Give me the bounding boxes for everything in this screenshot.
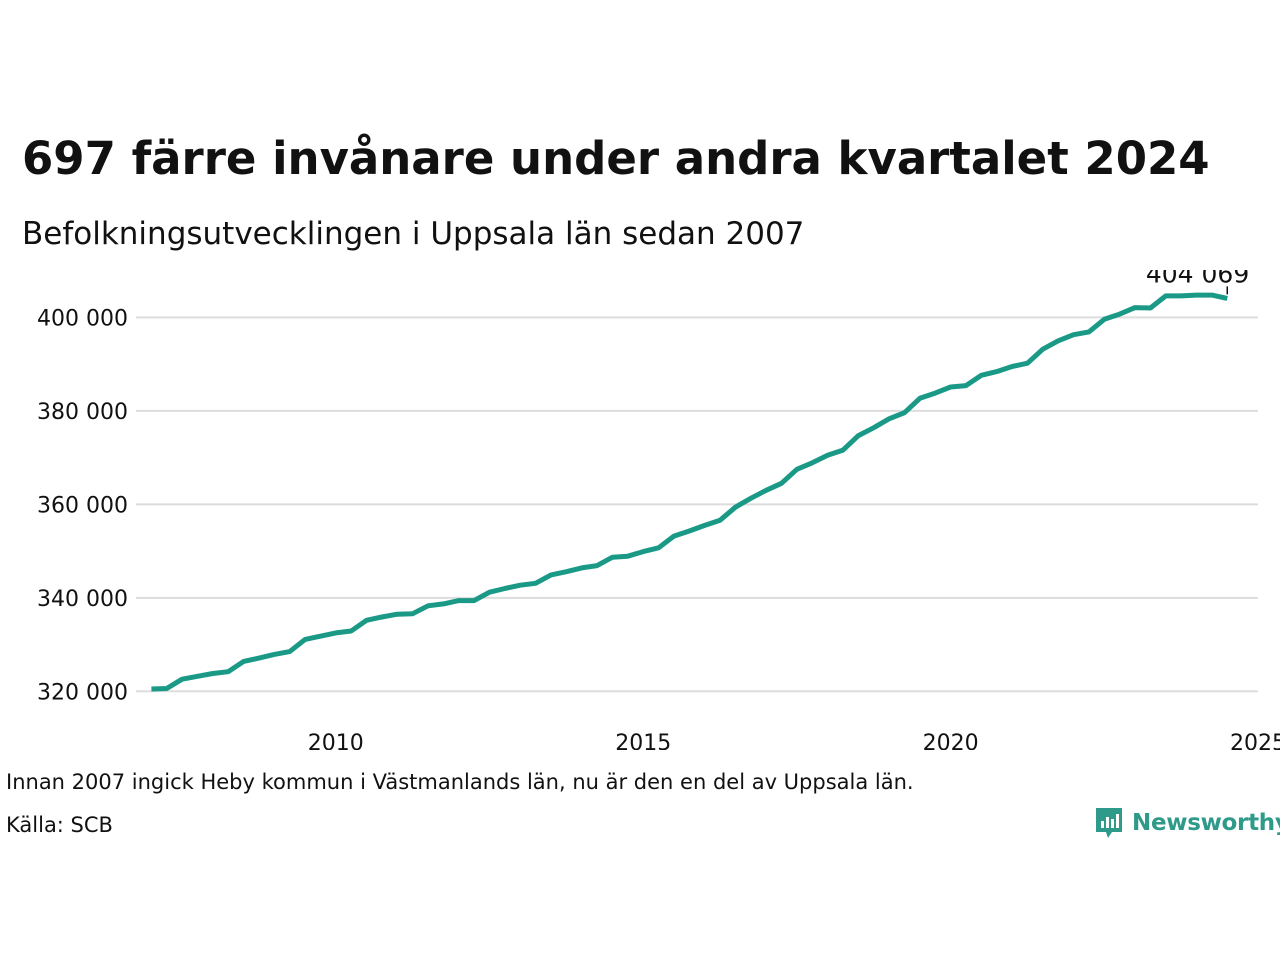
data-point — [579, 565, 584, 570]
data-point — [518, 583, 523, 588]
data-point — [1102, 317, 1107, 322]
data-point — [180, 677, 185, 682]
data-point — [548, 572, 553, 577]
data-point — [149, 686, 154, 691]
data-point — [902, 410, 907, 415]
data-point — [1025, 361, 1030, 366]
data-point — [164, 686, 169, 691]
data-point — [1225, 296, 1230, 301]
annotation-layer: 404 069 — [1146, 270, 1249, 295]
data-point — [564, 569, 569, 574]
data-point — [349, 629, 354, 634]
series-layer — [149, 292, 1230, 692]
data-point — [472, 598, 477, 603]
y-tick-label: 360 000 — [37, 493, 128, 518]
data-point — [410, 611, 415, 616]
data-point — [379, 614, 384, 619]
data-point — [917, 396, 922, 401]
population-line — [151, 292, 1228, 692]
data-point — [1133, 305, 1138, 310]
data-point — [702, 523, 707, 528]
data-point — [318, 634, 323, 639]
data-point — [718, 518, 723, 523]
data-point — [733, 505, 738, 510]
data-point — [226, 669, 231, 674]
y-tick-label: 380 000 — [37, 400, 128, 425]
data-point — [1163, 293, 1168, 298]
data-point — [256, 656, 261, 661]
data-point — [994, 369, 999, 374]
data-point — [1086, 329, 1091, 334]
data-point — [887, 416, 892, 421]
y-tick-label: 400 000 — [37, 306, 128, 331]
data-point — [641, 549, 646, 554]
data-point — [303, 637, 308, 642]
data-point — [1040, 347, 1045, 352]
data-point — [395, 612, 400, 617]
data-point — [1179, 293, 1184, 298]
data-point — [1071, 332, 1076, 337]
data-point — [487, 590, 492, 595]
data-point — [595, 563, 600, 568]
line-chart: 320 000 340 000 360 000 380 000 400 000 2010… — [37, 270, 1280, 750]
data-point — [779, 481, 784, 486]
data-point — [963, 383, 968, 388]
y-axis-tick-labels: 320 000 340 000 360 000 380 000 400 000 — [37, 306, 128, 705]
data-point — [610, 555, 615, 560]
data-point — [241, 659, 246, 664]
data-point — [856, 433, 861, 438]
brand-name: Newsworthy — [1132, 810, 1280, 836]
data-point — [210, 671, 215, 676]
newsworthy-logo: Newsworthy — [1094, 806, 1280, 840]
data-point — [871, 425, 876, 430]
data-point — [979, 373, 984, 378]
x-tick-label: 2020 — [923, 731, 979, 750]
data-point — [1148, 306, 1153, 311]
data-point — [1209, 293, 1214, 298]
data-point — [625, 554, 630, 559]
data-point — [272, 652, 277, 657]
data-point — [794, 467, 799, 472]
footnote: Innan 2007 ingick Heby kommun i Västmanl… — [6, 770, 914, 794]
data-point — [426, 603, 431, 608]
data-point — [1056, 338, 1061, 343]
data-point — [687, 528, 692, 533]
data-point — [825, 453, 830, 458]
x-tick-label: 2010 — [308, 731, 364, 750]
chart-subtitle: Befolkningsutvecklingen i Uppsala län se… — [22, 216, 805, 252]
data-point — [656, 545, 661, 550]
data-point — [748, 496, 753, 501]
data-point — [841, 448, 846, 453]
data-point — [364, 618, 369, 623]
y-tick-label: 320 000 — [37, 680, 128, 705]
data-point — [1117, 312, 1122, 317]
data-point — [456, 598, 461, 603]
data-point — [764, 488, 769, 493]
data-point — [948, 385, 953, 390]
data-point — [1194, 293, 1199, 298]
data-point — [287, 649, 292, 654]
x-tick-label: 2015 — [615, 731, 671, 750]
source-credit: Källa: SCB — [6, 813, 113, 837]
data-point — [502, 586, 507, 591]
bar-chart-speech-bubble-icon — [1096, 808, 1122, 838]
data-point — [1010, 364, 1015, 369]
data-point — [810, 460, 815, 465]
data-point — [533, 581, 538, 586]
y-tick-label: 340 000 — [37, 587, 128, 612]
data-point — [933, 391, 938, 396]
x-tick-label: 2025 — [1230, 731, 1280, 750]
data-point — [671, 534, 676, 539]
last-value-label: 404 069 — [1146, 270, 1249, 288]
data-point — [333, 630, 338, 635]
gridlines — [136, 316, 1258, 693]
chart-title: 697 färre invånare under andra kvartalet… — [22, 132, 1210, 185]
x-axis-tick-labels: 2010 2015 2020 2025 — [308, 731, 1280, 750]
data-point — [195, 674, 200, 679]
data-point — [441, 601, 446, 606]
